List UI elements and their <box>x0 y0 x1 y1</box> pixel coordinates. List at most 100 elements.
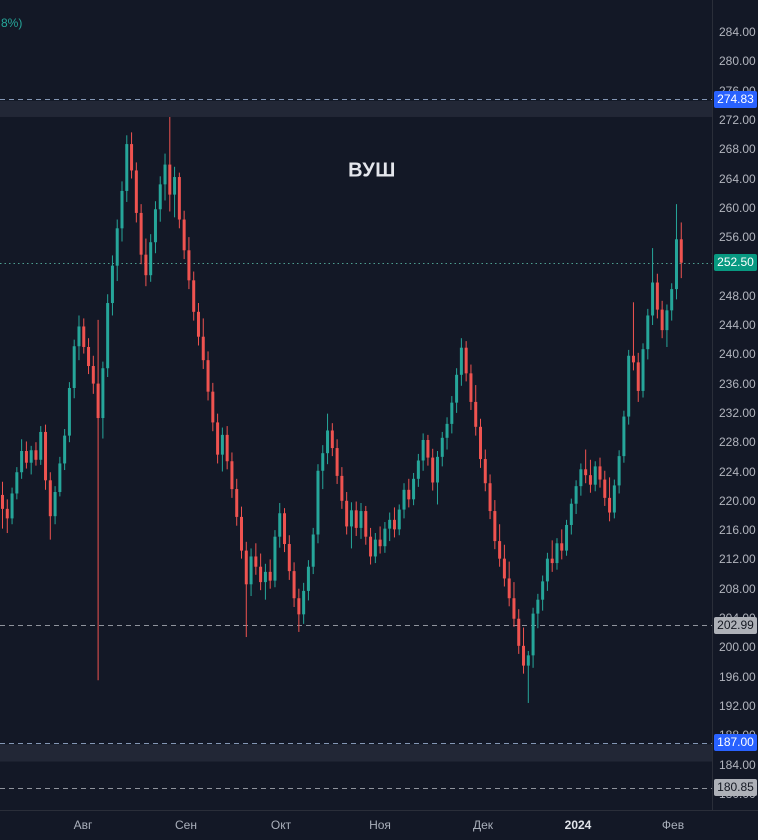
price-line-label-187.00: 187.00 <box>714 734 757 752</box>
time-tick-label-Сен: Сен <box>175 818 197 832</box>
candle <box>321 445 325 490</box>
candle <box>464 341 468 382</box>
price-tick-label: 260.00 <box>719 200 756 215</box>
price-axis[interactable]: ⚙ 284.00280.00276.00272.00268.00264.0026… <box>712 0 758 840</box>
zone-band <box>0 100 712 117</box>
price-tick-label: 228.00 <box>719 435 756 450</box>
candle <box>225 426 229 470</box>
candle <box>249 548 253 597</box>
candlestick-chart[interactable] <box>0 0 712 810</box>
price-tick-label: 220.00 <box>719 493 756 508</box>
candle <box>335 439 339 484</box>
candle <box>192 271 196 321</box>
candle <box>651 248 655 325</box>
candle <box>316 464 320 544</box>
candle <box>373 533 377 564</box>
candle <box>130 132 134 179</box>
price-line-label-202.99: 202.99 <box>714 616 757 634</box>
candle <box>263 563 267 600</box>
candle <box>545 552 549 591</box>
candle <box>206 351 210 401</box>
price-tick-label: 284.00 <box>719 25 756 39</box>
candle <box>326 413 330 465</box>
candle <box>655 273 659 319</box>
candle <box>569 498 573 535</box>
candle <box>565 519 569 556</box>
candle <box>526 650 530 703</box>
price-line-label-274.83: 274.83 <box>714 90 757 108</box>
candle <box>87 338 91 375</box>
candle <box>244 541 248 638</box>
candle <box>158 176 162 222</box>
chart-pane[interactable]: 8%) ВУШ <box>0 0 712 810</box>
candle <box>106 294 110 378</box>
candle <box>359 502 363 539</box>
candle <box>134 162 138 223</box>
candle <box>421 433 425 471</box>
price-tick-label: 208.00 <box>719 581 756 596</box>
candle <box>641 343 645 398</box>
candle <box>416 453 420 487</box>
zone-bands-layer <box>0 100 712 762</box>
candle <box>440 431 444 467</box>
candle <box>283 508 287 553</box>
price-tick-label: 268.00 <box>719 142 756 157</box>
candle <box>603 470 607 506</box>
candle <box>216 413 220 464</box>
candle <box>44 424 48 490</box>
candle <box>536 593 540 629</box>
candle <box>636 352 640 402</box>
candle <box>431 448 435 491</box>
candle <box>120 181 124 242</box>
candle <box>522 627 526 674</box>
candle <box>48 472 52 540</box>
candle <box>292 562 296 608</box>
candle <box>488 474 492 520</box>
candle <box>63 429 67 471</box>
candle <box>278 502 282 548</box>
candle <box>612 479 616 519</box>
candle <box>388 512 392 542</box>
candle <box>58 456 62 497</box>
candle <box>541 575 545 611</box>
candle <box>383 522 387 553</box>
candle <box>502 544 506 587</box>
candle <box>493 500 497 550</box>
candle <box>435 450 439 505</box>
candle <box>560 529 564 560</box>
candle <box>211 382 215 432</box>
candle <box>34 442 38 466</box>
candle <box>153 201 157 254</box>
time-tick-label-Авг: Авг <box>73 818 93 832</box>
price-tick-label: 240.00 <box>719 347 756 362</box>
candle <box>306 560 310 601</box>
candle <box>593 461 597 492</box>
candle <box>345 492 349 535</box>
price-tick-label: 200.00 <box>719 640 756 655</box>
candle <box>1 481 4 529</box>
time-axis[interactable]: Авг Сен Окт Ноя Дек 2024 Фев <box>0 810 758 840</box>
time-tick-label-2024: 2024 <box>564 818 592 832</box>
price-tick-label: 236.00 <box>719 376 756 391</box>
price-tick-label: 224.00 <box>719 464 756 479</box>
candle <box>20 439 24 479</box>
candle <box>665 304 669 347</box>
candle <box>397 504 401 536</box>
time-tick-label-Дек: Дек <box>472 818 494 832</box>
price-tick-label: 184.00 <box>719 757 756 772</box>
candle <box>426 434 430 466</box>
candle <box>101 361 105 439</box>
candle <box>608 477 612 522</box>
candle <box>39 426 43 465</box>
price-lines-layer <box>0 99 712 789</box>
candle <box>512 582 516 627</box>
candle <box>674 204 678 300</box>
price-tick-label: 244.00 <box>719 318 756 332</box>
price-tick-label: 196.00 <box>719 669 756 684</box>
price-tick-label: 256.00 <box>719 230 756 245</box>
candle <box>182 210 186 260</box>
candle <box>10 487 14 525</box>
candle <box>598 457 602 488</box>
candle <box>340 467 344 509</box>
candle <box>287 535 291 580</box>
